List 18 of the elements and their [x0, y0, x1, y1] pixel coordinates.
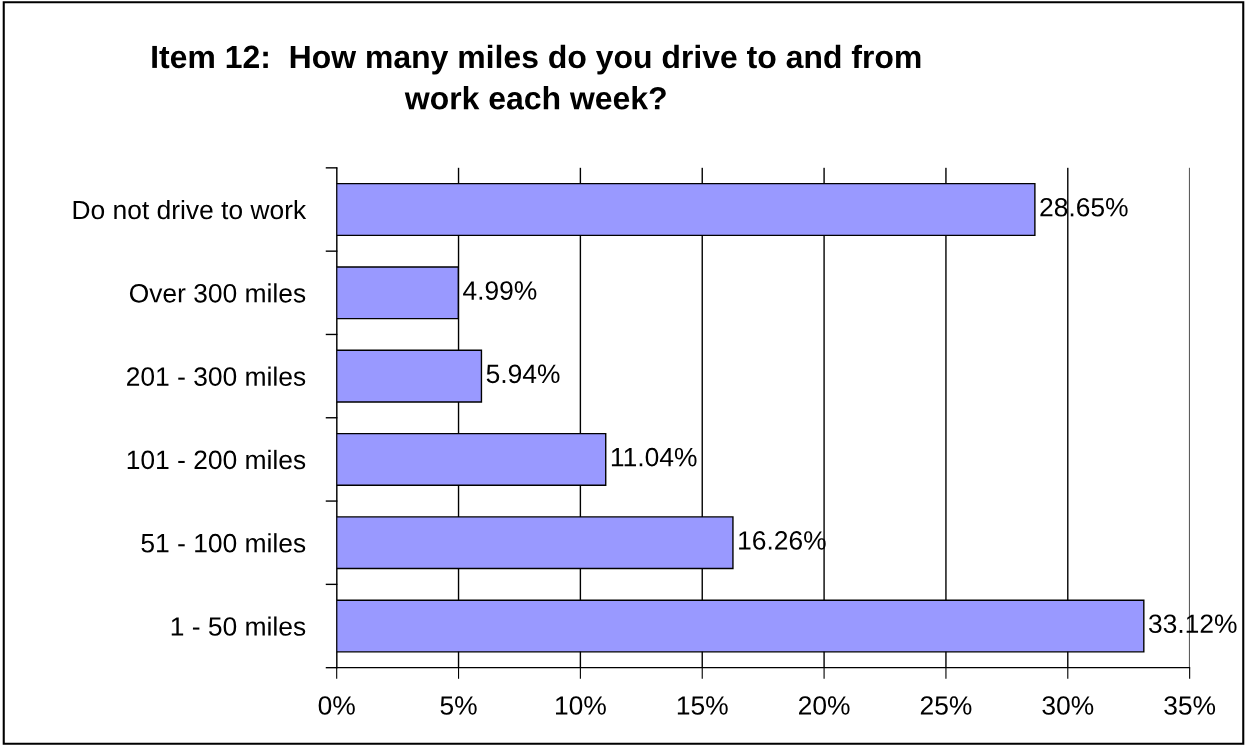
- data-label: 5.94%: [486, 364, 560, 384]
- y-tick-label: Over 300 miles: [129, 283, 306, 303]
- y-tick-label: 201 - 300 miles: [127, 366, 306, 386]
- x-tick-label: 15%: [677, 696, 728, 715]
- data-label: 11.04%: [611, 447, 697, 467]
- x-tick-label: 20%: [799, 696, 850, 715]
- x-tick-label: 25%: [920, 696, 972, 715]
- y-tick-label: Do not drive to work: [73, 199, 307, 220]
- x-tick-label: 0%: [318, 696, 355, 715]
- x-tick-label: 35%: [1164, 696, 1216, 715]
- data-label: 4.99%: [463, 281, 537, 300]
- x-tick-label: 30%: [1042, 696, 1094, 715]
- x-tick-label: 5%: [440, 696, 477, 715]
- y-tick-label: 51 - 100 miles: [141, 533, 306, 553]
- y-tick-label: 101 - 200 miles: [127, 449, 306, 470]
- y-tick-label: 1 - 50 miles: [171, 616, 306, 636]
- x-tick-label: 10%: [555, 696, 606, 715]
- chart-title: Item 12: How many miles do you drive to and from work each week?: [152, 44, 921, 110]
